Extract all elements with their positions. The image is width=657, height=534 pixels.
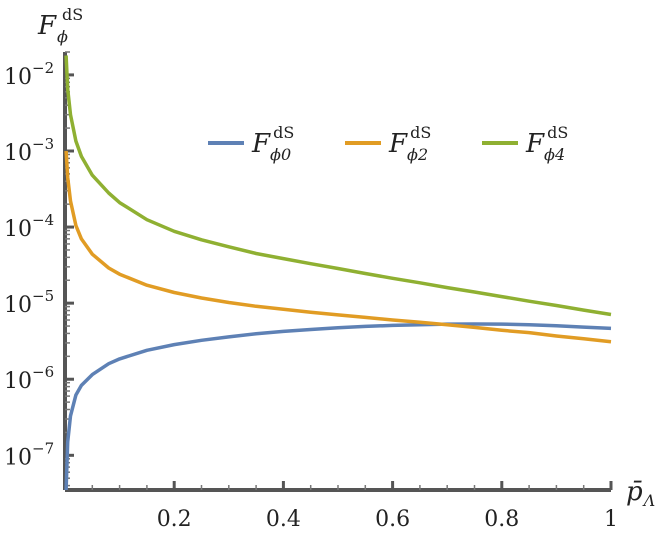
y-tick-label: 10−5 xyxy=(4,287,54,318)
x-ticks: 0.2 0.4 0.6 0.8 1 xyxy=(91,481,618,532)
x-axis-label: p̄Λ xyxy=(626,477,655,510)
y-tick-label: 10−2 xyxy=(4,59,54,90)
legend-label-0: Fϕ0dS xyxy=(251,123,294,164)
series-line-0 xyxy=(64,322,612,491)
x-tick-label: 1 xyxy=(604,507,618,532)
legend-label-1: Fϕ2dS xyxy=(388,123,431,164)
y-tick-label: 10−6 xyxy=(4,363,54,394)
legend-label-2: Fϕ4dS xyxy=(525,123,568,164)
y-tick-label: 10−4 xyxy=(4,211,54,242)
x-tick-label: 0.4 xyxy=(266,507,301,532)
series-line-1 xyxy=(64,150,612,344)
x-tick-label: 0.2 xyxy=(157,507,192,532)
series-line-2 xyxy=(64,55,612,317)
y-tick-label: 10−3 xyxy=(4,135,54,166)
axes xyxy=(63,52,611,492)
y-tick-label: 10−7 xyxy=(4,439,54,470)
x-tick-label: 0.8 xyxy=(484,507,519,532)
series-lines xyxy=(64,55,612,491)
legend: Fϕ0dS Fϕ2dS Fϕ4dS xyxy=(208,123,568,164)
y-axis-label: FϕdS xyxy=(37,5,83,46)
x-tick-label: 0.6 xyxy=(375,507,410,532)
